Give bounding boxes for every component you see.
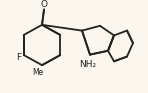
Text: O: O <box>41 0 48 9</box>
Text: Me: Me <box>32 68 44 77</box>
Text: F: F <box>16 53 21 61</box>
Text: NH₂: NH₂ <box>79 60 96 69</box>
